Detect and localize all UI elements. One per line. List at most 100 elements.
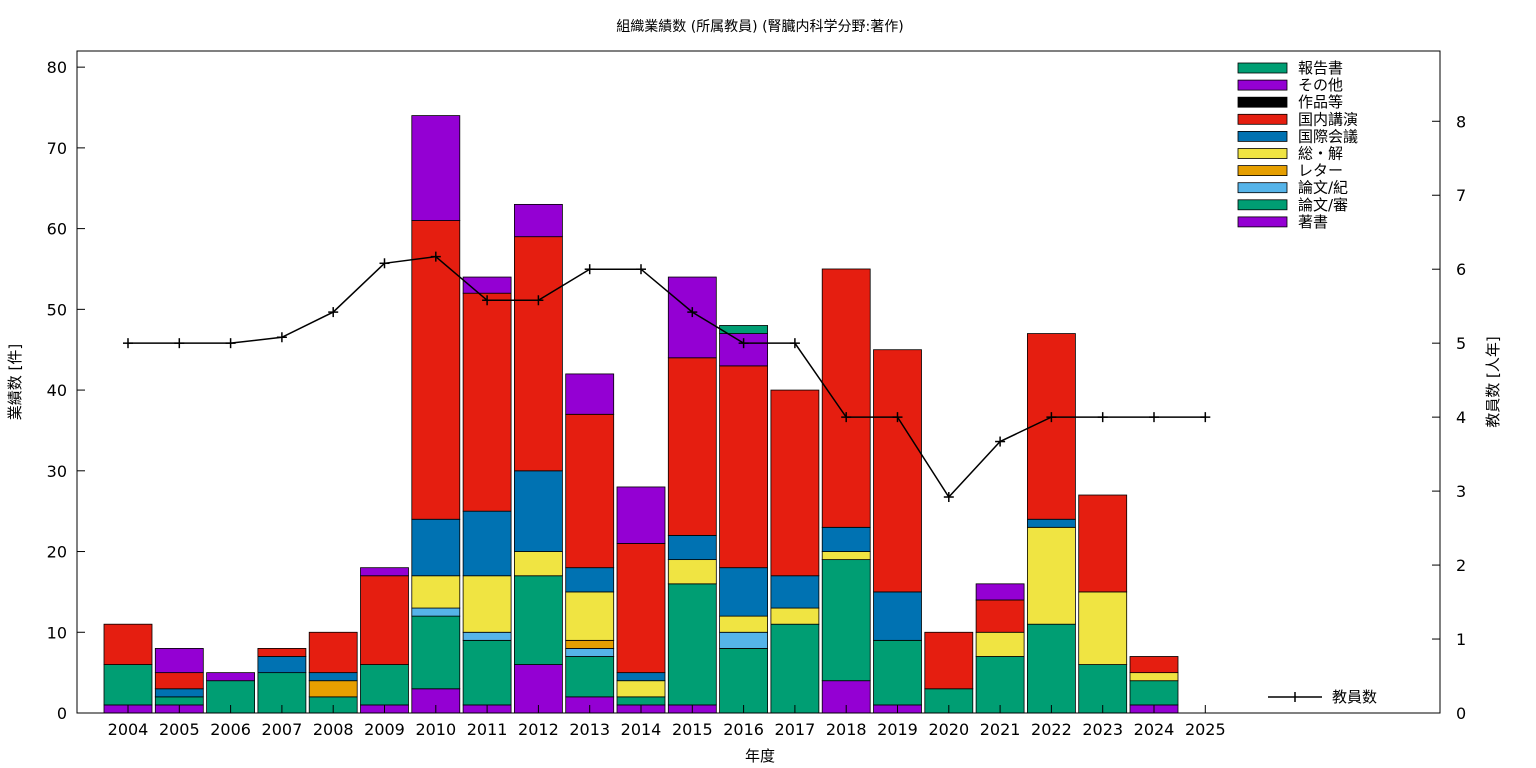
- bar-2012-s6: [514, 236, 563, 472]
- bar-2022-s5: [1027, 518, 1076, 528]
- legend-item-7: 論文/紀: [1237, 179, 1348, 197]
- bar-2012-s8: [514, 203, 563, 238]
- y2-tick-label-4: 4: [1456, 408, 1466, 427]
- bar-2011-s5: [462, 510, 512, 577]
- y-tick-label-30: 30: [47, 462, 67, 481]
- bar-2019-s1: [873, 639, 922, 706]
- bar-2006-s8: [206, 672, 256, 682]
- bar-2015-s5: [667, 534, 717, 561]
- line-point-2024: [1149, 412, 1159, 423]
- bar-2007-s6: [257, 648, 307, 657]
- bar-2005-s1: [154, 696, 204, 706]
- x-tick-label-2024: 2024: [1134, 720, 1175, 739]
- line-point-2010: [430, 251, 441, 262]
- legend-item-0: 報告書: [1237, 59, 1343, 77]
- y-tick-label-40: 40: [47, 381, 67, 400]
- bar-2015-s6: [667, 357, 717, 536]
- legend-swatch: [1237, 79, 1288, 91]
- bar-2024-s1: [1129, 680, 1179, 706]
- bar-2007-s5: [257, 656, 307, 674]
- bar-2008-s6: [308, 631, 358, 674]
- line-point-2011: [482, 295, 493, 306]
- bar-2021-s1: [975, 656, 1025, 714]
- x-tick-label-2007: 2007: [262, 720, 303, 739]
- line-point-2012: [533, 295, 544, 306]
- x-tick-label-2008: 2008: [313, 720, 354, 739]
- legend-label: 著書: [1298, 213, 1328, 231]
- bar-2014-s1: [616, 696, 666, 706]
- line-point-2006: [225, 338, 236, 349]
- y2-tick-label-1: 1: [1456, 630, 1466, 649]
- bar-2012-s4: [514, 551, 563, 577]
- legend-swatch: [1237, 182, 1288, 194]
- bar-2024-s4: [1129, 672, 1179, 682]
- y2-tick-label-2: 2: [1456, 556, 1466, 575]
- bar-2018-s4: [821, 551, 871, 561]
- bar-2014-s4: [616, 680, 666, 698]
- bar-2005-s8: [154, 648, 204, 674]
- legend-label: 作品等: [1298, 93, 1343, 111]
- line-point-2019: [892, 412, 903, 423]
- line-point-2016: [738, 338, 749, 349]
- bar-2009-s1: [360, 664, 409, 706]
- x-tick-label-2011: 2011: [467, 720, 508, 739]
- legend-label: レター: [1298, 162, 1343, 180]
- bar-2021-s4: [975, 631, 1025, 657]
- legend-label: 総・解: [1298, 145, 1343, 163]
- bar-2004-s1: [103, 664, 153, 706]
- bar-2010-s4: [411, 575, 461, 609]
- x-tick-label-2025: 2025: [1185, 720, 1226, 739]
- bar-2018-s6: [821, 268, 871, 528]
- legend-label: 論文/紀: [1298, 179, 1348, 197]
- y2-tick-label-3: 3: [1456, 482, 1466, 501]
- bar-2010-s6: [411, 220, 461, 520]
- x-tick-label-2016: 2016: [723, 720, 764, 739]
- y-tick-label-20: 20: [47, 543, 67, 562]
- bar-2019-s5: [873, 591, 922, 641]
- bar-2023-s1: [1078, 664, 1128, 714]
- bar-2009-s6: [360, 575, 409, 665]
- x-tick-label-2012: 2012: [518, 720, 559, 739]
- bar-2013-s8: [565, 373, 615, 415]
- legend-swatch: [1237, 130, 1288, 142]
- line-point-2018: [841, 412, 852, 423]
- bar-2016-s6: [719, 365, 768, 569]
- bar-2017-s6: [770, 389, 820, 577]
- bar-2010-s5: [411, 518, 461, 577]
- legend-swatch: [1237, 216, 1288, 228]
- x-axis-label: 年度: [745, 747, 775, 765]
- legend-label: その他: [1298, 76, 1343, 94]
- bar-2014-s8: [616, 486, 666, 544]
- line-point-2009: [379, 258, 390, 269]
- x-tick-label-2023: 2023: [1082, 720, 1123, 739]
- line-point-2014: [636, 264, 646, 275]
- legend-swatch: [1237, 199, 1288, 211]
- x-tick-label-2021: 2021: [980, 720, 1021, 739]
- bar-2011-s2: [462, 631, 512, 641]
- x-tick-label-2017: 2017: [775, 720, 816, 739]
- line-point-2025: [1200, 412, 1211, 423]
- bar-2017-s1: [770, 623, 820, 714]
- y-tick-label-10: 10: [47, 623, 67, 642]
- y-tick-label-0: 0: [57, 704, 67, 723]
- bar-2005-s6: [154, 672, 204, 690]
- bar-2008-s3: [308, 680, 358, 698]
- y2-tick-label-0: 0: [1456, 704, 1466, 723]
- bar-2008-s5: [308, 672, 358, 682]
- line-point-2013: [584, 264, 595, 275]
- line-point-2007: [276, 332, 287, 343]
- bar-2017-s5: [770, 575, 820, 609]
- legend-swatch: [1237, 62, 1288, 74]
- legend-item-5: 総・解: [1237, 145, 1343, 163]
- legend-swatch: [1237, 96, 1288, 108]
- x-tick-label-2019: 2019: [877, 720, 918, 739]
- line-point-2015: [687, 307, 698, 318]
- bar-2011-s4: [462, 575, 512, 633]
- bar-2013-s6: [565, 413, 615, 569]
- bar-2018-s5: [821, 526, 871, 552]
- legend-item-6: レター: [1237, 162, 1343, 180]
- y-tick-label-50: 50: [47, 300, 67, 319]
- bar-2011-s6: [462, 292, 512, 512]
